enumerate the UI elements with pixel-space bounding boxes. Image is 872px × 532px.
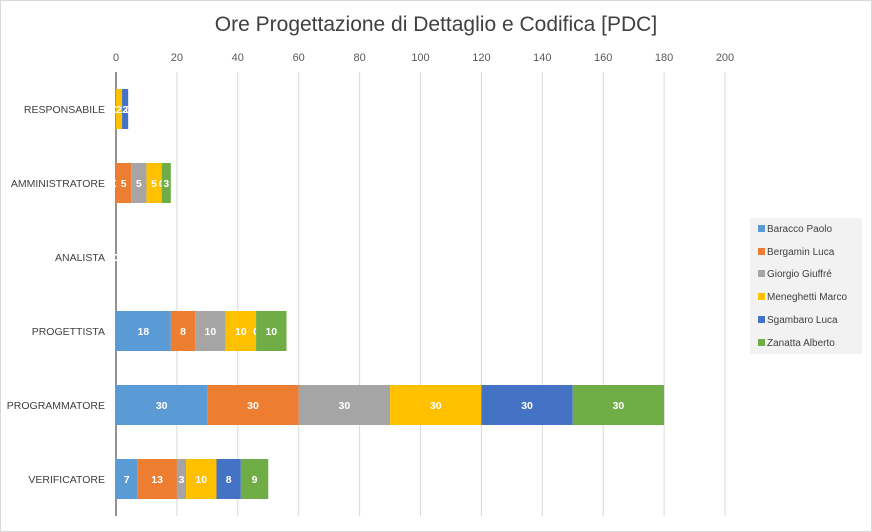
x-tick-label: 80 <box>353 52 365 64</box>
bar-segment <box>572 385 665 425</box>
bar-segment <box>195 311 226 351</box>
data-label: 0 <box>113 252 119 264</box>
legend-label: Giorgio Giuffré <box>767 269 832 281</box>
data-label: 10 <box>235 326 247 338</box>
legend-item: Meneghetti Marco <box>758 292 847 303</box>
legend-label: Meneghetti Marco <box>767 292 848 304</box>
category-label: PROGRAMMATORE <box>7 400 105 412</box>
data-label: 0 <box>113 252 119 264</box>
data-label: 3 <box>179 474 185 486</box>
data-label: 18 <box>138 326 150 338</box>
category-label: ANALISTA <box>55 252 105 264</box>
chart-title: Ore Progettazione di Dettaglio e Codific… <box>214 13 658 36</box>
legend-item: Sgambaro Luca <box>758 315 838 326</box>
bar-segment <box>116 311 171 351</box>
data-label: 10 <box>195 474 207 486</box>
data-label: 10 <box>205 326 217 338</box>
bar-segment <box>240 459 269 499</box>
legend-item: Giorgio Giuffré <box>758 269 832 280</box>
data-label: 30 <box>521 400 533 412</box>
data-label: 8 <box>226 474 232 486</box>
legend-swatch <box>758 338 765 346</box>
legend-swatch <box>758 293 765 301</box>
x-tick-label: 40 <box>232 52 244 64</box>
data-label: 0 <box>125 104 131 116</box>
data-label: 5 <box>136 178 142 190</box>
data-label: 2 <box>122 104 128 116</box>
x-tick-label: 120 <box>472 52 490 64</box>
data-label: 3 <box>163 178 169 190</box>
bar-segment <box>216 459 241 499</box>
bar-segment <box>170 311 196 351</box>
legend-swatch <box>758 270 765 278</box>
category-label: PROGETTISTA <box>32 326 105 338</box>
legend-label: Bergamin Luca <box>767 246 835 258</box>
bar-segment <box>390 385 482 425</box>
data-label: 2 <box>116 104 122 116</box>
data-label: 7 <box>124 474 130 486</box>
data-label: 5 <box>121 178 127 190</box>
bar-segment <box>298 385 391 425</box>
bar-segment <box>256 311 287 351</box>
x-tick-label: 20 <box>171 52 183 64</box>
data-label: 30 <box>156 400 168 412</box>
legend-item: Bergamin Luca <box>758 247 834 258</box>
bar-segment <box>116 385 208 425</box>
data-label: 0 <box>113 252 119 264</box>
data-label: 0 <box>113 252 119 264</box>
legend-label: Zanatta Alberto <box>767 337 835 349</box>
category-label: AMMINISTRATORE <box>11 178 105 190</box>
data-label: 0 <box>113 252 119 264</box>
bar-segment <box>116 163 132 203</box>
bar-segment <box>131 163 147 203</box>
bar-segment <box>116 459 138 499</box>
legend-swatch <box>758 247 765 255</box>
bar-segment <box>137 459 177 499</box>
category-label: VERIFICATORE <box>28 474 105 486</box>
legend: Baracco Paolo Bergamin Luca Giorgio Giuffr… <box>750 218 862 354</box>
bar-segment <box>186 459 217 499</box>
x-tick-label: 0 <box>113 52 119 64</box>
legend-item: Baracco Paolo <box>758 224 832 235</box>
data-label: 0 <box>113 252 119 264</box>
data-label: 5 <box>151 178 157 190</box>
bar-segment <box>481 385 573 425</box>
bar-segment <box>207 385 299 425</box>
data-label: 10 <box>265 326 277 338</box>
data-label: 30 <box>247 400 259 412</box>
data-label: 30 <box>339 400 351 412</box>
legend-label: Sgambaro Luca <box>767 314 838 326</box>
legend-swatch <box>758 315 765 323</box>
x-tick-label: 100 <box>411 52 429 64</box>
data-label: 9 <box>252 474 258 486</box>
x-tick-label: 160 <box>594 52 612 64</box>
legend-item: Zanatta Alberto <box>758 338 835 349</box>
data-label: 13 <box>151 474 163 486</box>
x-tick-label: 180 <box>655 52 673 64</box>
data-label: 8 <box>180 326 186 338</box>
bar-segment <box>176 459 187 499</box>
data-label: 30 <box>430 400 442 412</box>
bar-segment <box>116 89 123 129</box>
bar-segment <box>161 163 171 203</box>
category-label: RESPONSABILE <box>24 104 105 116</box>
x-tick-label: 140 <box>533 52 551 64</box>
x-tick-label: 60 <box>293 52 305 64</box>
legend-swatch <box>758 225 765 232</box>
bar-segment <box>122 89 129 129</box>
legend-label: Baracco Paolo <box>767 224 833 235</box>
bar-segment <box>225 311 257 351</box>
x-tick-label: 200 <box>716 52 734 64</box>
data-label: 30 <box>613 400 625 412</box>
bar-segment <box>146 163 162 203</box>
